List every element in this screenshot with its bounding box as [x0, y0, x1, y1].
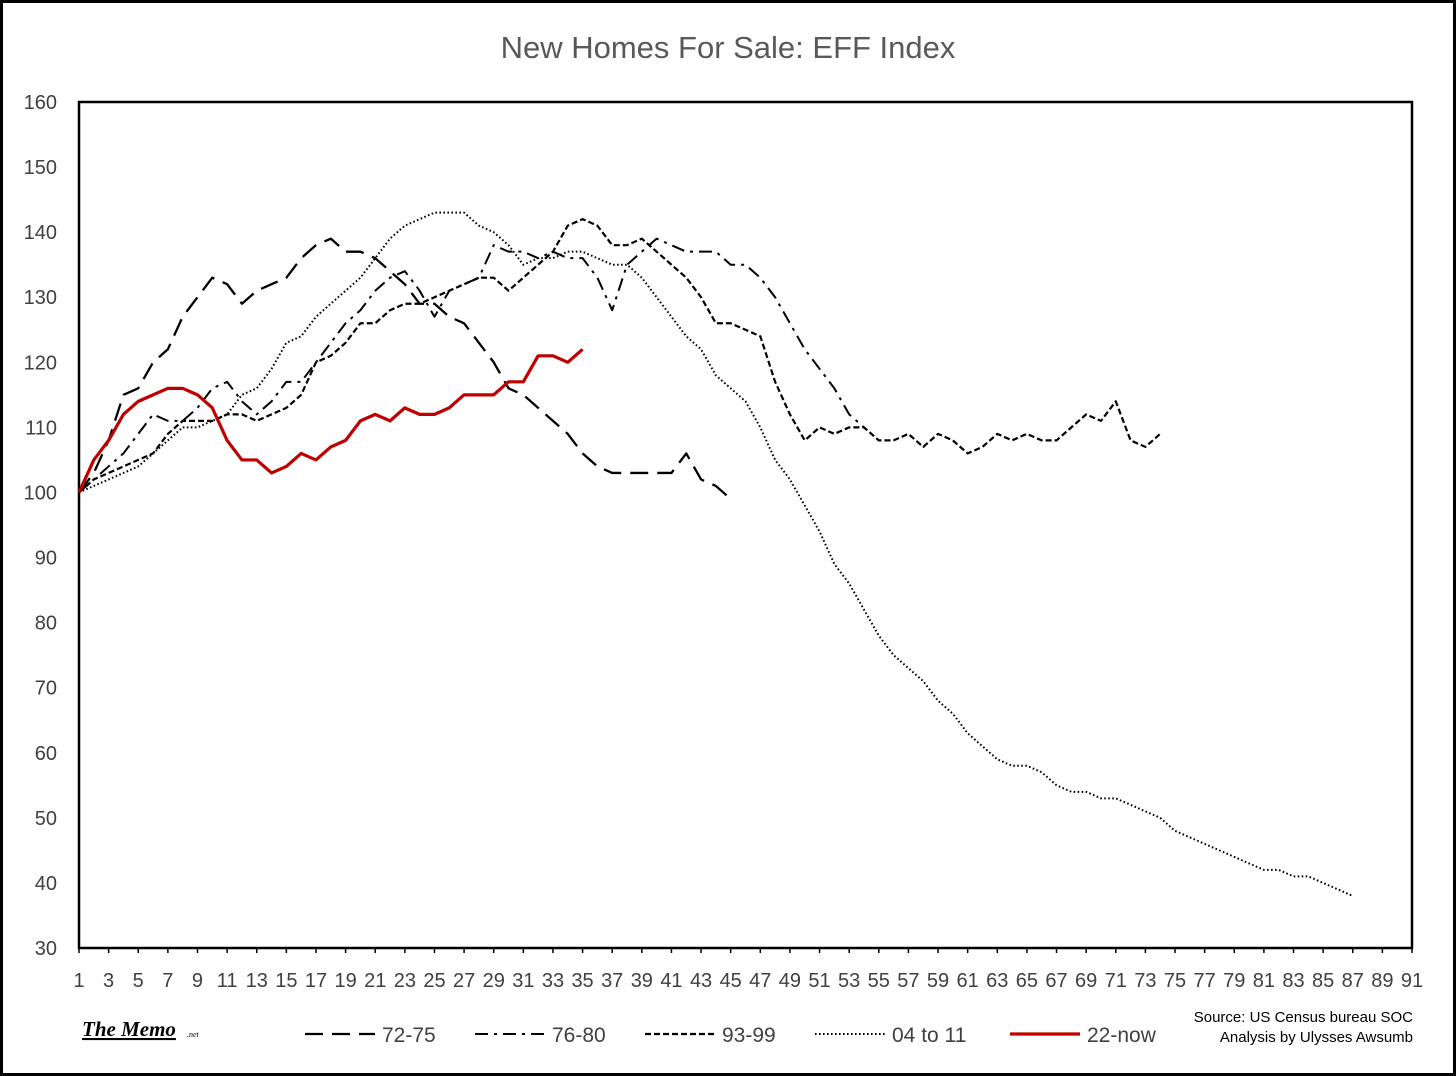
x-tick-label: 27 — [453, 970, 475, 992]
y-tick-label: 50 — [35, 808, 57, 830]
x-tick-label: 19 — [334, 970, 356, 992]
x-tick-label: 23 — [394, 970, 416, 992]
y-tick-label: 150 — [24, 157, 57, 179]
x-tick-label: 29 — [483, 970, 505, 992]
y-tick-label: 120 — [24, 352, 57, 374]
x-tick-label: 37 — [601, 970, 623, 992]
x-tick-label: 73 — [1134, 970, 1156, 992]
x-tick-label: 1 — [73, 970, 84, 992]
y-tick-label: 130 — [24, 287, 57, 309]
x-tick-label: 87 — [1342, 970, 1364, 992]
series-layer — [77, 211, 1354, 897]
x-tick-label: 17 — [305, 970, 327, 992]
x-tick-label: 43 — [690, 970, 712, 992]
x-tick-label: 71 — [1105, 970, 1127, 992]
x-tick-label: 83 — [1282, 970, 1304, 992]
series-line-93-99 — [78, 218, 1161, 494]
x-tick-label: 55 — [868, 970, 890, 992]
x-tick-label: 47 — [749, 970, 771, 992]
x-tick-label: 7 — [162, 970, 173, 992]
x-tick-label: 25 — [423, 970, 445, 992]
x-tick-label: 65 — [1016, 970, 1038, 992]
x-tick-label: 91 — [1401, 970, 1423, 992]
x-tick-label: 45 — [720, 970, 742, 992]
x-tick-label: 39 — [631, 970, 653, 992]
legend-label: 72-75 — [382, 1024, 436, 1047]
legend-label: 76-80 — [552, 1024, 606, 1047]
legend: 72-75 76-80 93-99 04 to 11 22-now — [305, 1024, 1157, 1047]
x-tick-label: 15 — [275, 970, 297, 992]
y-tick-label: 100 — [24, 482, 57, 504]
y-tick-label: 90 — [35, 548, 57, 570]
x-tick-label: 63 — [986, 970, 1008, 992]
x-tick-label: 9 — [192, 970, 203, 992]
x-tick-label: 11 — [217, 970, 238, 992]
x-tick-label: 61 — [957, 970, 979, 992]
y-tick-label: 60 — [35, 743, 57, 765]
plot-area — [77, 100, 1414, 950]
x-tick-label: 85 — [1312, 970, 1334, 992]
y-axis-ticks: 30 40 50 60 70 80 90 100 110 120 130 140 150 160 — [24, 92, 57, 960]
series-line-76-80 — [78, 237, 865, 494]
x-tick-label: 53 — [838, 970, 860, 992]
y-tick-label: 30 — [35, 938, 57, 960]
memo-logo: The Memo — [82, 1017, 176, 1041]
x-tick-label: 69 — [1075, 970, 1097, 992]
x-tick-label: 5 — [133, 970, 144, 992]
x-tick-label: 75 — [1164, 970, 1186, 992]
x-tick-label: 59 — [927, 970, 949, 992]
x-axis-ticks: 1 3 5 7 9 11 13 15 17 19 21 23 25 27 29 31 33 35 37 39 41 43 4… — [73, 948, 1423, 992]
y-tick-label: 80 — [35, 613, 57, 635]
y-tick-label: 40 — [35, 873, 57, 895]
x-tick-label: 51 — [808, 970, 830, 992]
x-tick-label: 81 — [1253, 970, 1275, 992]
x-tick-label: 67 — [1045, 970, 1067, 992]
series-line-04-to-11 — [78, 211, 1354, 897]
y-tick-label: 110 — [25, 417, 57, 439]
source-line-2: Analysis by Ulysses Awsumb — [1220, 1029, 1413, 1046]
x-tick-label: 35 — [571, 970, 593, 992]
x-tick-label: 77 — [1194, 970, 1216, 992]
x-tick-label: 57 — [897, 970, 919, 992]
y-tick-label: 140 — [24, 222, 57, 244]
series-line-72-75 — [78, 237, 732, 500]
x-tick-label: 13 — [246, 970, 268, 992]
x-tick-label: 31 — [512, 970, 534, 992]
x-tick-label: 21 — [364, 970, 386, 992]
x-tick-label: 33 — [542, 970, 564, 992]
y-tick-label: 160 — [24, 92, 57, 114]
legend-label: 04 to 11 — [892, 1024, 966, 1047]
legend-label: 22-now — [1087, 1024, 1157, 1047]
x-tick-label: 89 — [1371, 970, 1393, 992]
source-line-1: Source: US Census bureau SOC — [1194, 1009, 1413, 1026]
x-tick-label: 49 — [779, 970, 801, 992]
x-tick-label: 3 — [103, 970, 114, 992]
legend-label: 93-99 — [722, 1024, 776, 1047]
x-tick-label: 79 — [1223, 970, 1245, 992]
y-tick-label: 70 — [35, 678, 57, 700]
series-line-22-now — [77, 348, 584, 494]
x-tick-label: 41 — [660, 970, 682, 992]
memo-logo-suffix: .net — [187, 1030, 200, 1039]
chart-title: New Homes For Sale: EFF Index — [501, 30, 956, 65]
